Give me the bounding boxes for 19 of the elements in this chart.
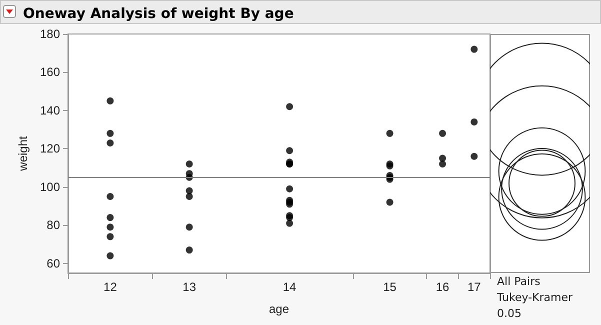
- x-tick-label: 17: [467, 280, 482, 294]
- y-tick-label: 100: [40, 180, 60, 194]
- y-tick-label: 60: [46, 256, 60, 270]
- x-tick-label: 12: [104, 280, 118, 294]
- y-tick-label: 80: [46, 218, 60, 232]
- y-tick-label: 120: [40, 142, 60, 156]
- text: Tukey-Kramer: [496, 291, 574, 304]
- text: All Pairs: [497, 275, 541, 288]
- y-tick-label: 160: [40, 65, 60, 80]
- text: 0.05: [497, 307, 522, 320]
- y-tick-label: 180: [40, 27, 60, 41]
- y-tick-label: 140: [40, 103, 60, 118]
- x-tick-label: 16: [436, 280, 450, 294]
- x-tick-label: 13: [182, 280, 196, 294]
- x-axis-title: age: [268, 302, 290, 316]
- x-tick-label: 14: [282, 280, 297, 294]
- chart-title: Oneway Analysis of weight By age: [23, 6, 294, 22]
- x-tick-label: 15: [383, 280, 397, 294]
- y-axis-title: weight: [16, 135, 30, 172]
